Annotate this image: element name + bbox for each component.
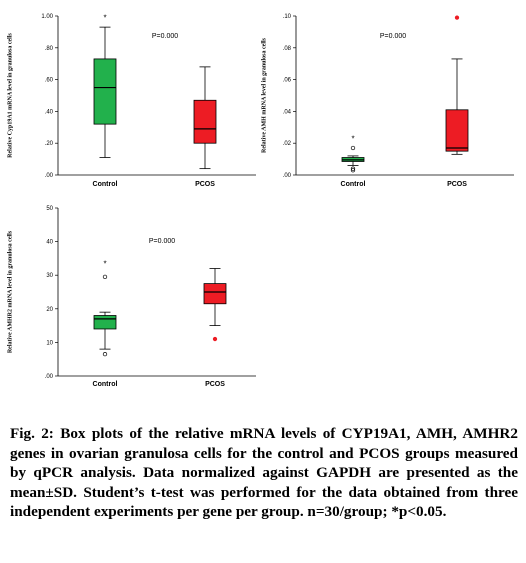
y-tick-label: .04 (283, 109, 292, 115)
y-tick-label: 50 (46, 206, 53, 212)
outlier-point (454, 15, 460, 20)
y-tick-label: .00 (45, 374, 54, 380)
extreme-point: * (103, 14, 106, 23)
extreme-point: * (351, 134, 354, 143)
figure-caption: Fig. 2: Box plots of the relative mRNA l… (10, 424, 518, 522)
x-category-label: PCOS (447, 181, 467, 188)
caption-lead: Fig. 2: (10, 425, 54, 442)
y-tick-label: 20 (46, 307, 53, 313)
box-pcos (203, 268, 227, 342)
y-tick-label: 30 (46, 273, 53, 279)
box-control: * (341, 134, 365, 173)
p-value-annotation: P=0.000 (380, 33, 406, 40)
outlier-point (102, 352, 108, 357)
box-pcos (445, 15, 469, 155)
y-tick-label: .40 (45, 109, 54, 115)
p-value-annotation: P=0.000 (149, 238, 175, 245)
y-tick-label: .00 (45, 173, 54, 179)
outlier-point (102, 274, 108, 280)
x-category-label: PCOS (195, 181, 215, 188)
box-pcos (193, 66, 217, 170)
x-category-label: Control (93, 181, 118, 188)
chart-panel-2: .00 .02 .04 .06 .08 .10 Relative AMH mRNA leve… (261, 14, 514, 188)
x-category-label: Control (93, 381, 118, 388)
outlier-point (350, 166, 356, 171)
chart-panel-1: .00 .20 .40 .60 .80 1.00 Relative Cyp19A1 mRNA… (7, 14, 256, 188)
figure-canvas: .00 .20 .40 .60 .80 1.00 Relative Cyp19A1 mRNA… (7, 14, 514, 388)
p-value-annotation: P=0.000 (152, 33, 178, 40)
y-tick-label: 40 (46, 240, 53, 246)
y-tick-label: .06 (283, 78, 292, 84)
y-axis-label: Relative AMH mRNA level in granulosa cel… (261, 37, 267, 153)
outlier-point (350, 168, 356, 173)
y-axis-label: Relative AMHR2 mRNA level in granulosa c… (7, 230, 13, 353)
caption-text: Box plots of the relative mRNA levels of… (10, 425, 518, 520)
x-category-label: PCOS (205, 381, 225, 388)
y-tick-label: .08 (283, 46, 292, 52)
y-tick-label: 1.00 (41, 14, 53, 20)
outlier-point (350, 145, 356, 151)
box-iqr (203, 283, 227, 305)
outlier-point (212, 336, 218, 342)
y-tick-label: .80 (45, 46, 54, 52)
box-iqr (93, 58, 117, 125)
x-category-label: Control (341, 181, 366, 188)
box-control: * (93, 14, 117, 158)
y-tick-label: .60 (45, 78, 54, 84)
chart-panel-3: .00 10 20 30 40 50 Relative AMHR2 mRNA level i… (7, 206, 256, 388)
y-tick-label: .20 (45, 141, 54, 147)
y-axis-label: Relative Cyp19A1 mRNA level in granulosa… (7, 33, 13, 158)
y-tick-label: .02 (283, 141, 292, 147)
extreme-point: * (103, 259, 106, 268)
box-iqr (93, 315, 117, 330)
y-tick-label: .10 (283, 14, 292, 20)
box-control: * (93, 259, 117, 357)
box-iqr (445, 109, 469, 152)
box-iqr (193, 99, 217, 144)
y-tick-label: 10 (46, 340, 53, 346)
y-tick-label: .00 (283, 173, 292, 179)
